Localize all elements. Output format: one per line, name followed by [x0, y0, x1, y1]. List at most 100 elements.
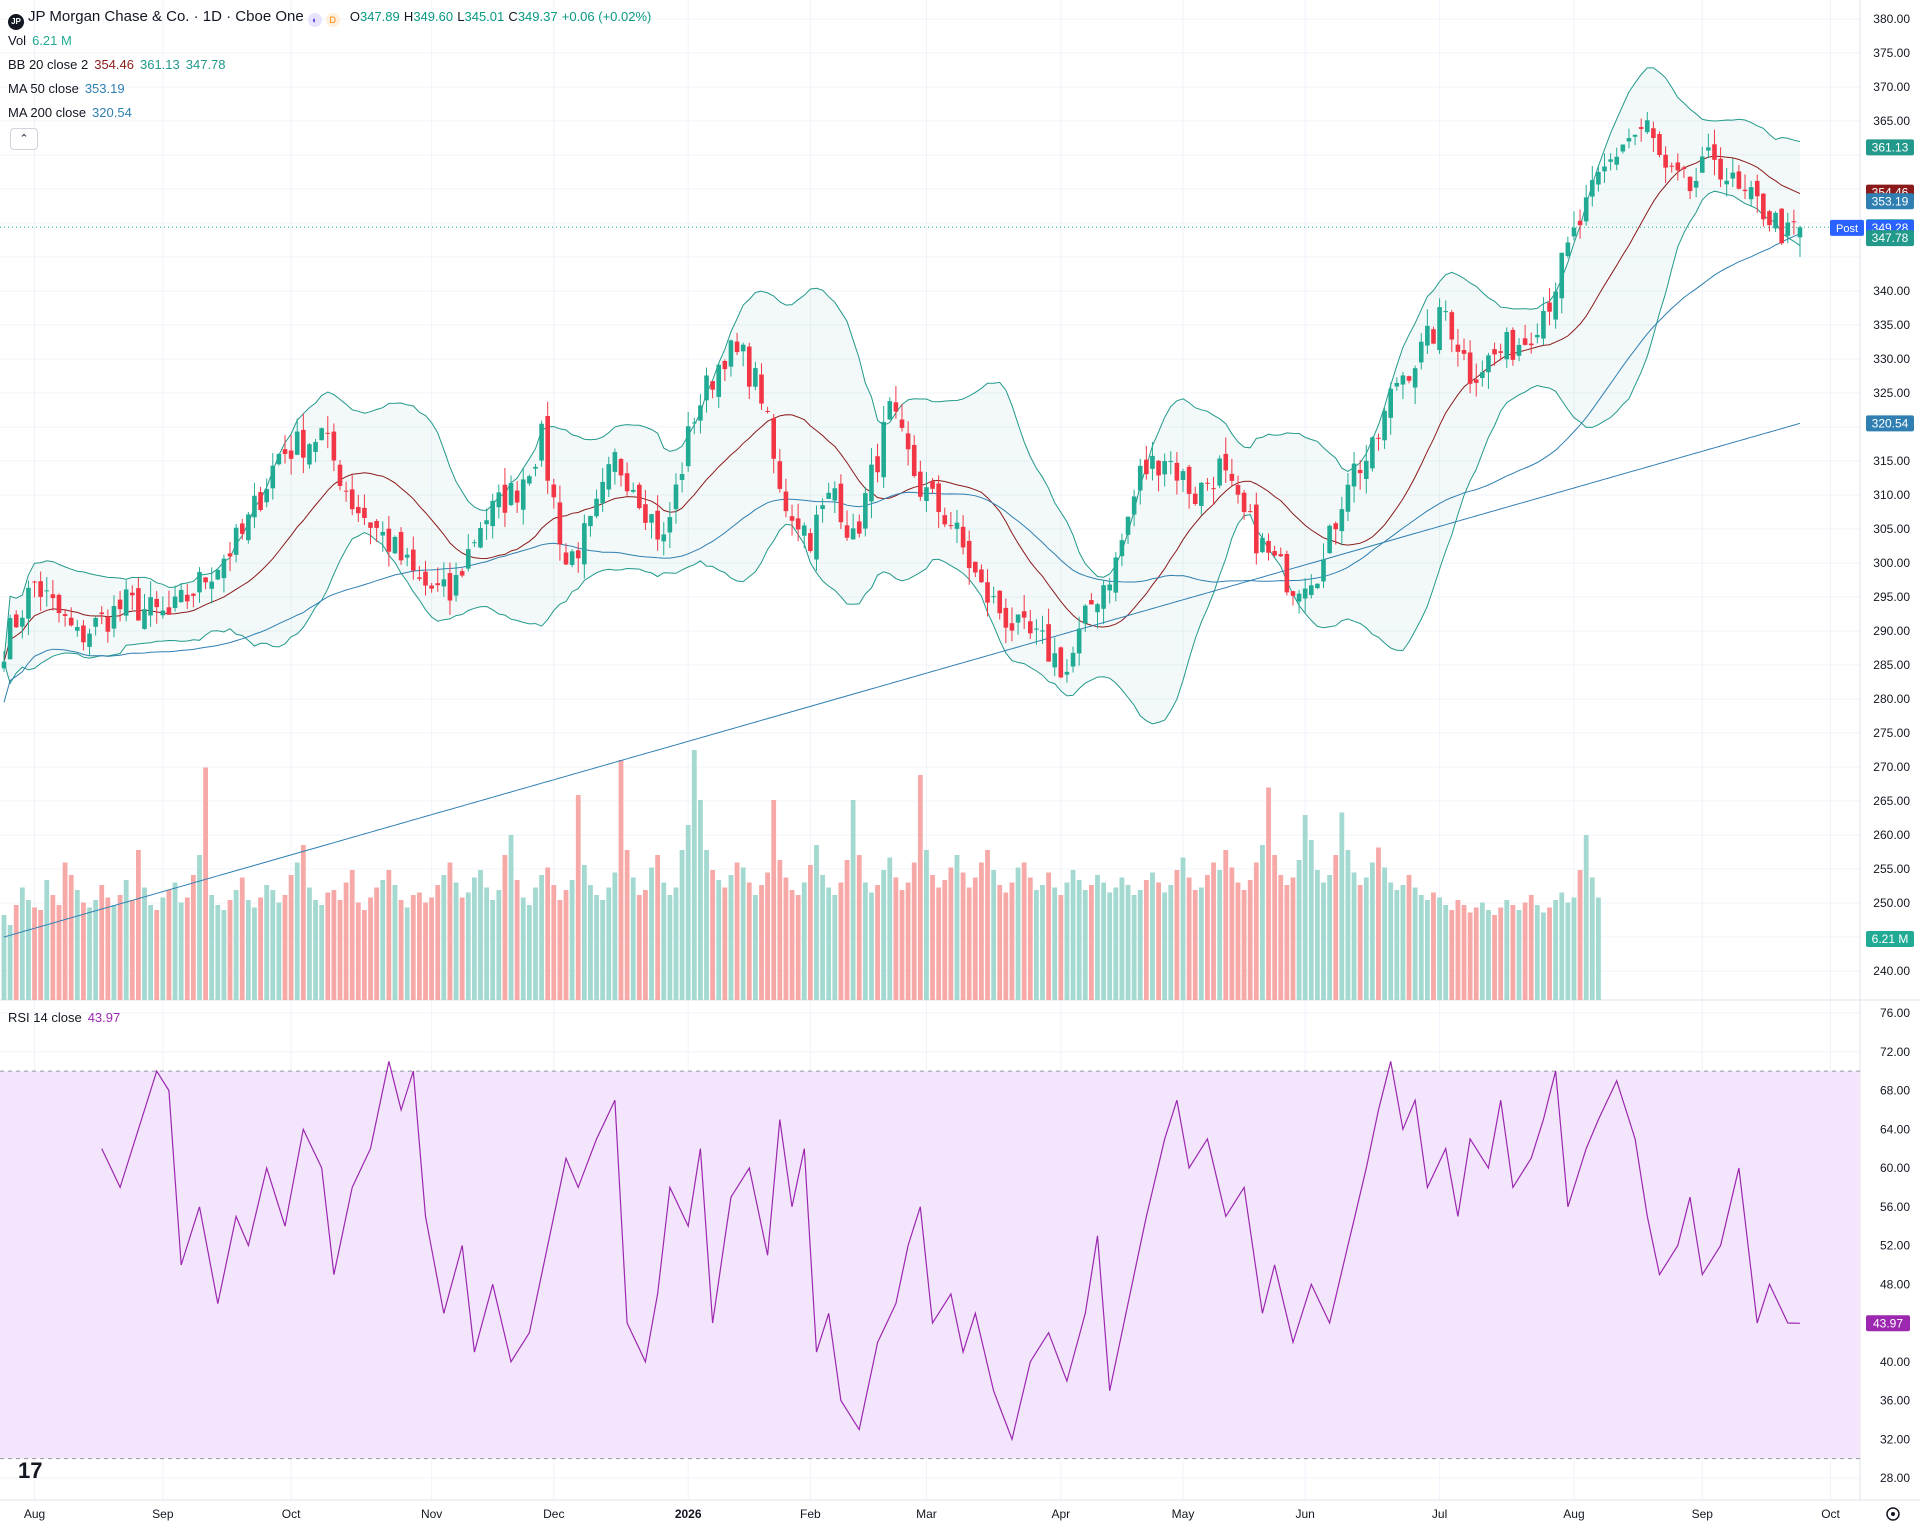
volume-bar: [117, 895, 123, 1000]
volume-bar: [465, 892, 471, 1000]
candle-body: [1626, 138, 1632, 142]
price-tick-label: 335.00: [1873, 318, 1910, 332]
bb-legend[interactable]: BB 20 close 2 354.46 361.13 347.78: [8, 57, 226, 72]
ma50-line: [3, 233, 1801, 703]
candle-body: [62, 614, 68, 616]
candle-body: [478, 527, 483, 548]
candle-body: [1577, 220, 1583, 226]
candle-body: [1443, 311, 1448, 313]
candle-body: [1608, 159, 1613, 162]
candle-body: [398, 531, 404, 561]
volume-bar: [1027, 877, 1033, 1000]
candle-body: [1547, 302, 1552, 312]
rsi-axis[interactable]: 76.00 72.00 68.00 64.00 60.00 56.00 52.00 48.00…: [1866, 1006, 1910, 1485]
volume-bar: [514, 880, 520, 1000]
price-tick-label: 310.00: [1873, 488, 1910, 502]
candle-body: [875, 456, 880, 473]
candle-body: [1168, 460, 1174, 462]
candle-body: [319, 428, 324, 441]
volume-bar: [563, 890, 569, 1000]
candle-body: [630, 489, 636, 492]
price-axis[interactable]: 380.00 375.00 370.00 365.00 340.00 335.00 330.…: [1830, 12, 1914, 978]
volume-bar: [930, 875, 935, 1000]
volume-bar: [32, 907, 37, 1000]
volume-bar: [1174, 870, 1180, 1000]
volume-bar: [1583, 835, 1589, 1000]
volume-bar: [1064, 882, 1070, 1000]
candle-body: [1724, 180, 1729, 185]
rsi-tick-label: 48.00: [1880, 1277, 1910, 1291]
volume-bar: [215, 905, 221, 1000]
collapse-legend-button[interactable]: ⌃: [10, 128, 38, 150]
volume-bar: [1003, 892, 1009, 1000]
candle-body: [649, 514, 654, 523]
candle-body: [1553, 291, 1558, 320]
volume-bar: [1119, 877, 1125, 1000]
settings-gear-icon: [1886, 1507, 1900, 1521]
volume-bar: [227, 900, 233, 1000]
volume-bar: [1241, 890, 1247, 1000]
candle-body: [56, 594, 62, 614]
candle-body: [38, 581, 43, 597]
rsi-tick-label: 40.00: [1880, 1355, 1910, 1369]
candle-body: [924, 487, 929, 502]
volume-bar: [618, 760, 624, 1000]
volume-bar: [441, 875, 447, 1000]
volume-bar: [1473, 907, 1479, 1000]
price-tick-label: 255.00: [1873, 862, 1910, 876]
candle-body: [624, 473, 630, 492]
volume-bar: [1211, 862, 1216, 1000]
rsi-legend[interactable]: RSI 14 close 43.97: [8, 1010, 121, 1025]
volume-bar: [142, 887, 147, 1000]
volume-bar: [1101, 882, 1106, 1000]
candle-body: [1308, 585, 1314, 596]
time-label: Apr: [1051, 1507, 1070, 1521]
candle-body: [1290, 591, 1296, 596]
candle-body: [1266, 540, 1271, 553]
bb-area: [4, 67, 1800, 724]
candle-body: [215, 569, 221, 580]
volume-bar: [685, 825, 691, 1000]
volume-bar: [759, 885, 764, 1000]
volume-bar: [1052, 887, 1058, 1000]
price-tick-label: 370.00: [1873, 80, 1910, 94]
volume-bar: [1577, 870, 1583, 1000]
volume-bar: [575, 795, 581, 1000]
candle-body: [490, 500, 496, 527]
volume-bar: [765, 872, 771, 1000]
volume-bar: [1302, 815, 1308, 1000]
candle-body: [270, 465, 276, 489]
ma200-legend[interactable]: MA 200 close 320.54: [8, 105, 132, 120]
candle-body: [973, 561, 978, 573]
volume-bar: [374, 887, 380, 1000]
candle-body: [1748, 187, 1754, 200]
volume-bar: [68, 875, 74, 1000]
candle-body: [1144, 459, 1149, 475]
candle-body: [404, 554, 410, 558]
time-label: Sep: [1692, 1507, 1714, 1521]
price-badge: [1866, 415, 1914, 432]
candle-body: [716, 364, 722, 398]
volume-bar: [313, 900, 318, 1000]
symbol-title[interactable]: JP Morgan Chase & Co. · 1D · Cboe One: [28, 8, 304, 25]
volume-bar: [520, 897, 526, 1000]
ma50-legend[interactable]: MA 50 close 353.19: [8, 81, 125, 96]
volume-bar: [1327, 875, 1333, 1000]
candle-body: [343, 490, 349, 492]
candle-body: [1535, 334, 1540, 338]
time-axis[interactable]: Aug Sep Oct Nov Dec 2026 Feb Mar Apr May Jun Jul Aug…: [24, 1507, 1900, 1521]
candle-body: [264, 489, 269, 503]
rsi-tick-label: 36.00: [1880, 1394, 1910, 1408]
volume-bar: [1522, 902, 1528, 1000]
price-badge-label: 347.78: [1872, 231, 1909, 245]
volume-bar: [1382, 867, 1387, 1000]
candle-body: [789, 516, 795, 521]
volume-bar: [533, 887, 538, 1000]
volume-bar: [1198, 887, 1204, 1000]
vol-legend[interactable]: Vol 6.21 M: [8, 33, 72, 48]
volume-bar: [105, 897, 111, 1000]
candle-body: [1351, 463, 1357, 487]
candle-body: [1498, 351, 1503, 353]
candle-body: [936, 483, 941, 513]
